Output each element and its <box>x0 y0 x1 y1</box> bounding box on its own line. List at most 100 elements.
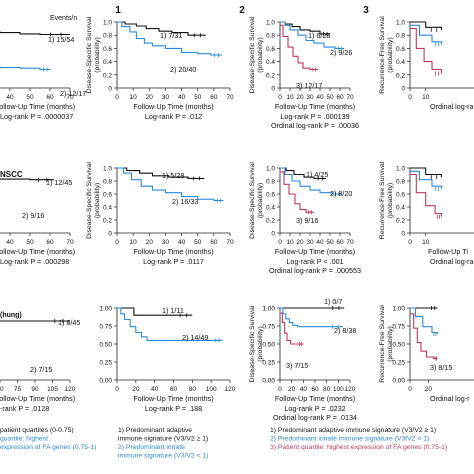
x-tick-label: 20 <box>288 386 296 393</box>
x-tick-label: 20 <box>146 239 154 246</box>
series-label: 1) 5/28 <box>162 171 184 180</box>
km-panel-r0-c3: 0 0.2 0.4 0.6 0.8 1.0 0 10 Recurrence-Free Survi… <box>379 16 474 111</box>
km-curve-series-3 <box>280 312 304 345</box>
y-tick-label: 0.50 <box>392 342 405 349</box>
x-tick-label: 50 <box>326 94 334 101</box>
y-tick-label: 0.6 <box>396 192 405 199</box>
y-axis-label: Disease-Specific Survival <box>249 305 256 382</box>
x-tick-label: 30 <box>162 94 170 101</box>
x-tick-label: 0 <box>115 386 119 393</box>
x-tick-label: 40 <box>178 94 186 101</box>
column-header-1: 1 <box>115 5 121 16</box>
km-curve-series-2 <box>0 66 50 71</box>
x-tick-label: 40 <box>178 239 186 246</box>
column-headers: 1 2 3 <box>115 5 369 16</box>
km-curve-series-2 <box>410 24 442 45</box>
x-axis-label: Follow-Up Time (months) <box>275 102 355 111</box>
km-panel-r2-c1: 0.00 0.25 0.50 0.75 1.00 0 20 40 60 80 100 120 Follo… <box>99 306 235 414</box>
y-axis-label-unit: (probability) <box>257 37 264 73</box>
x-tick-label: 90 <box>31 386 39 393</box>
y-axis-label-unit: (probability) <box>387 326 394 362</box>
x-tick-label: 0 <box>278 386 282 393</box>
legend-column-2: 1) Predominant adaptive immune signature … <box>118 427 208 460</box>
y-tick-label: 0 <box>108 231 112 238</box>
y-tick-label: 0.50 <box>99 342 112 349</box>
x-tick-label: 120 <box>345 386 356 393</box>
y-axis-label: Disease-Specific Survival <box>249 16 256 93</box>
y-tick-label: 0.8 <box>266 179 275 186</box>
km-panel-r0-c1: 0 0.2 0.4 0.6 0.8 1.0 0 10 20 30 40 50 60 70 Follow-Up… <box>86 16 234 121</box>
logrank-stat: Ordinal log-r <box>430 394 470 403</box>
series-label: 1) 12/45 <box>46 178 72 187</box>
km-curve-series-1 <box>0 31 70 36</box>
km-curve-series-2 <box>117 21 222 56</box>
x-tick-label: 40 <box>316 239 324 246</box>
x-axis-label: Follow-Up Time (months) <box>0 102 75 111</box>
y-tick-label: 1.0 <box>266 166 275 173</box>
x-tick-label: 70 <box>346 94 354 101</box>
x-tick-label: 20 <box>146 94 154 101</box>
series-label: 2) 12/17 <box>60 89 86 98</box>
km-curve-series-1 <box>0 178 54 181</box>
x-tick-label: 10 <box>286 94 294 101</box>
y-tick-label: 0.2 <box>396 72 405 79</box>
logrank-stat: Log-rank P < .001 <box>286 257 343 266</box>
km-panel-r2-c3: 0.00 0.25 0.50 0.75 1.00 0 20 Recurrence-Free S… <box>379 305 474 403</box>
x-tick-label: 60 <box>0 386 4 393</box>
y-tick-label: 0.75 <box>99 324 112 331</box>
x-tick-label: 80 <box>323 386 331 393</box>
series-label: 2) 14/49 <box>182 333 208 342</box>
y-axis-label-unit: (probability) <box>94 37 101 73</box>
x-tick-label: 0 <box>408 386 412 393</box>
legend-line: immune signature (V3/V2 < 1) <box>118 453 208 460</box>
km-curve-series-1 <box>117 167 205 179</box>
y-tick-label: 0.6 <box>103 46 112 53</box>
y-axis-label: Recurrence-Free Survival <box>379 16 386 94</box>
y-axis-label-unit: (probability) <box>257 326 264 362</box>
km-curve-series-2 <box>410 170 442 189</box>
x-tick-label: 40 <box>151 386 159 393</box>
y-tick-label: 0.4 <box>103 59 112 66</box>
series-label: 3) 9/16 <box>296 216 318 225</box>
km-curve-series-1 <box>410 21 442 30</box>
y-tick-label: 0.6 <box>266 46 275 53</box>
y-tick-label: 0 <box>401 231 405 238</box>
y-tick-label: 1.0 <box>396 20 405 27</box>
km-curve-series-1 <box>0 320 70 322</box>
series-label: 3) 12/17 <box>296 81 322 90</box>
x-tick-label: 10 <box>130 239 138 246</box>
km-panel-r0-c2: 0 0.2 0.4 0.6 0.8 1.0 0 10 20 30 40 50 60 70Follow-Up… <box>249 16 359 130</box>
x-tick-label: 50 <box>26 239 34 246</box>
x-axis-label: Follow-Up Time (months) <box>0 247 75 256</box>
y-tick-label: 0.25 <box>262 360 275 367</box>
x-axis-label: Follow-Up Time (months) <box>133 247 213 256</box>
y-tick-label: 0.25 <box>99 360 112 367</box>
y-tick-label: 0.8 <box>266 33 275 40</box>
logrank-stat: Log-rank P = .0000037 <box>0 112 73 121</box>
x-tick-label: 60 <box>210 94 218 101</box>
x-tick-label: 50 <box>26 94 34 101</box>
series-label: 1) 15/54 <box>48 35 74 44</box>
logrank-stat: Ordinal log-rank P = .0134 <box>273 413 357 422</box>
y-tick-label: 0.25 <box>392 360 405 367</box>
series-label: 1) 0/7 <box>324 297 342 306</box>
y-tick-label: 0.8 <box>103 179 112 186</box>
x-tick-label: 0 <box>278 239 282 246</box>
km-curve-series-2 <box>280 307 343 328</box>
x-tick-label: 0 <box>278 94 282 101</box>
x-tick-label: 10 <box>422 239 430 246</box>
y-tick-label: 0.50 <box>262 342 275 349</box>
km-curve-series-3 <box>410 313 438 359</box>
y-tick-label: 1.00 <box>99 306 112 313</box>
series-label: 1) 8/45 <box>58 318 80 327</box>
logrank-stat: Log-rank P = .0117 <box>143 257 204 266</box>
series-label: 2) 20/40 <box>170 65 196 74</box>
y-tick-label: 0 <box>401 86 405 93</box>
y-tick-label: 0.4 <box>396 205 405 212</box>
y-tick-label: 1.00 <box>262 306 275 313</box>
series-label: 3) 7/15 <box>286 361 308 370</box>
